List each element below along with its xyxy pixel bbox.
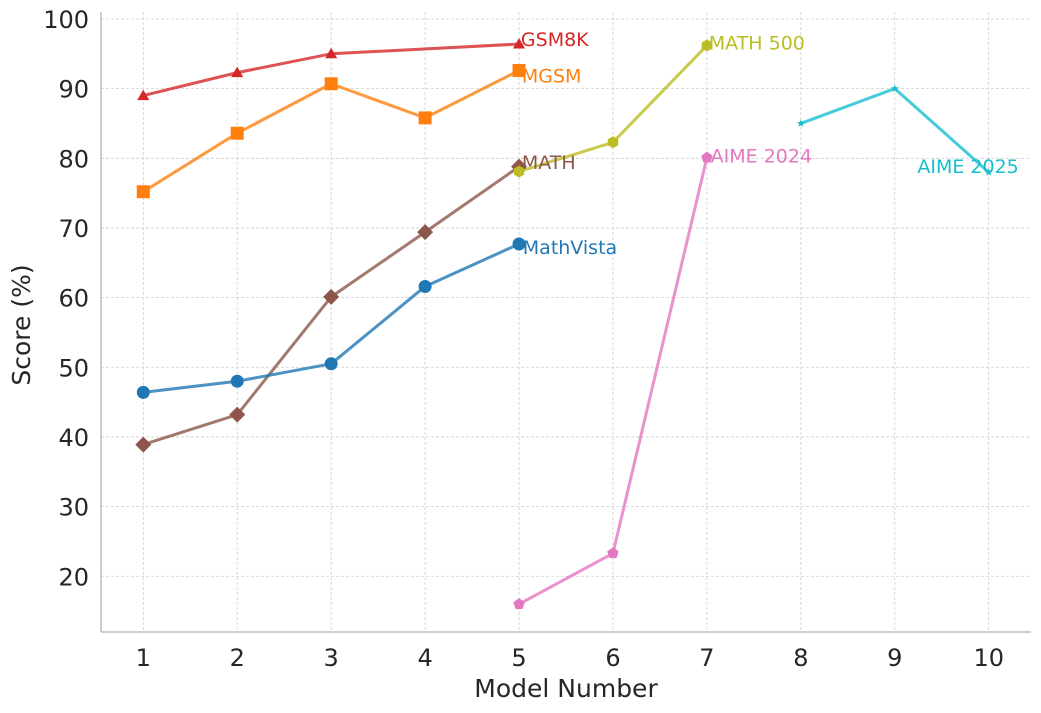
data-point-math xyxy=(135,436,152,453)
x-tick-label: 3 xyxy=(324,644,339,672)
data-point-mathvista xyxy=(230,374,244,388)
data-point-mgsm xyxy=(230,126,244,140)
data-point-aime-2024 xyxy=(701,151,713,163)
data-point-mgsm xyxy=(136,185,150,199)
data-point-gsm8k xyxy=(512,38,526,49)
series-aime-2024 xyxy=(513,151,713,609)
data-point-math-500 xyxy=(513,165,525,178)
series-aime-2025 xyxy=(797,84,993,176)
x-axis-title: Model Number xyxy=(474,674,658,703)
data-point-mathvista xyxy=(136,385,150,399)
y-tick-label: 90 xyxy=(58,76,89,104)
data-point-mathvista xyxy=(418,279,432,293)
x-tick-label: 7 xyxy=(699,644,714,672)
grid xyxy=(101,12,1031,632)
data-point-math xyxy=(417,224,434,241)
data-point-math-500 xyxy=(701,39,713,52)
series-label-math: MATH xyxy=(522,152,576,174)
x-tick-label: 6 xyxy=(605,644,620,672)
y-tick-label: 40 xyxy=(58,424,89,452)
data-point-aime-2025 xyxy=(890,84,899,92)
data-point-aime-2025 xyxy=(797,119,805,127)
series-labels: GSM8K MGSM MATH MathVista MATH 500 AIME 2024 A… xyxy=(521,29,1019,259)
x-tick-label: 5 xyxy=(511,644,526,672)
y-axis-title: Score (%) xyxy=(7,264,36,385)
x-tick-labels: 1 2 3 4 5 6 7 8 9 10 xyxy=(136,644,1004,672)
x-tick-label: 10 xyxy=(973,644,1004,672)
series-group xyxy=(135,38,993,609)
series-label-aime-2025: AIME 2025 xyxy=(917,156,1018,178)
data-point-aime-2024 xyxy=(607,547,619,559)
series-label-gsm8k: GSM8K xyxy=(521,29,589,51)
x-tick-label: 9 xyxy=(887,644,902,672)
x-tick-label: 2 xyxy=(230,644,245,672)
series-gsm8k xyxy=(137,38,526,101)
data-point-mgsm xyxy=(418,111,432,125)
data-point-gsm8k xyxy=(137,89,150,101)
series-mgsm xyxy=(136,64,526,199)
data-point-aime-2025 xyxy=(984,168,993,176)
data-point-mgsm xyxy=(324,77,338,91)
y-tick-labels: 20 30 40 50 60 70 80 90 100 xyxy=(43,6,89,591)
axes xyxy=(100,12,1031,633)
y-tick-label: 30 xyxy=(58,494,89,522)
x-tick-label: 1 xyxy=(136,644,151,672)
series-mathvista xyxy=(136,237,526,399)
data-point-gsm8k xyxy=(231,66,244,78)
series-label-mgsm: MGSM xyxy=(522,65,582,87)
data-point-mathvista xyxy=(512,237,526,251)
data-point-math xyxy=(229,406,246,423)
y-tick-label: 70 xyxy=(58,215,89,243)
y-tick-label: 50 xyxy=(58,354,89,382)
series-line-gsm8k xyxy=(141,42,521,98)
y-tick-label: 20 xyxy=(58,563,89,591)
x-tick-label: 8 xyxy=(793,644,808,672)
y-tick-label: 60 xyxy=(58,285,89,313)
data-point-math xyxy=(323,288,340,305)
y-tick-label: 80 xyxy=(58,145,89,173)
series-label-mathvista: MathVista xyxy=(523,237,617,259)
x-tick-label: 4 xyxy=(417,644,432,672)
data-point-aime-2024 xyxy=(513,598,525,609)
series-label-math-500: MATH 500 xyxy=(709,33,805,55)
data-point-math-500 xyxy=(607,136,619,149)
series-math-500 xyxy=(513,39,713,178)
data-point-gsm8k xyxy=(325,47,338,59)
data-point-mgsm xyxy=(512,64,526,78)
y-tick-label: 100 xyxy=(43,6,89,34)
data-point-mathvista xyxy=(324,357,338,371)
series-label-aime-2024: AIME 2024 xyxy=(711,146,812,168)
